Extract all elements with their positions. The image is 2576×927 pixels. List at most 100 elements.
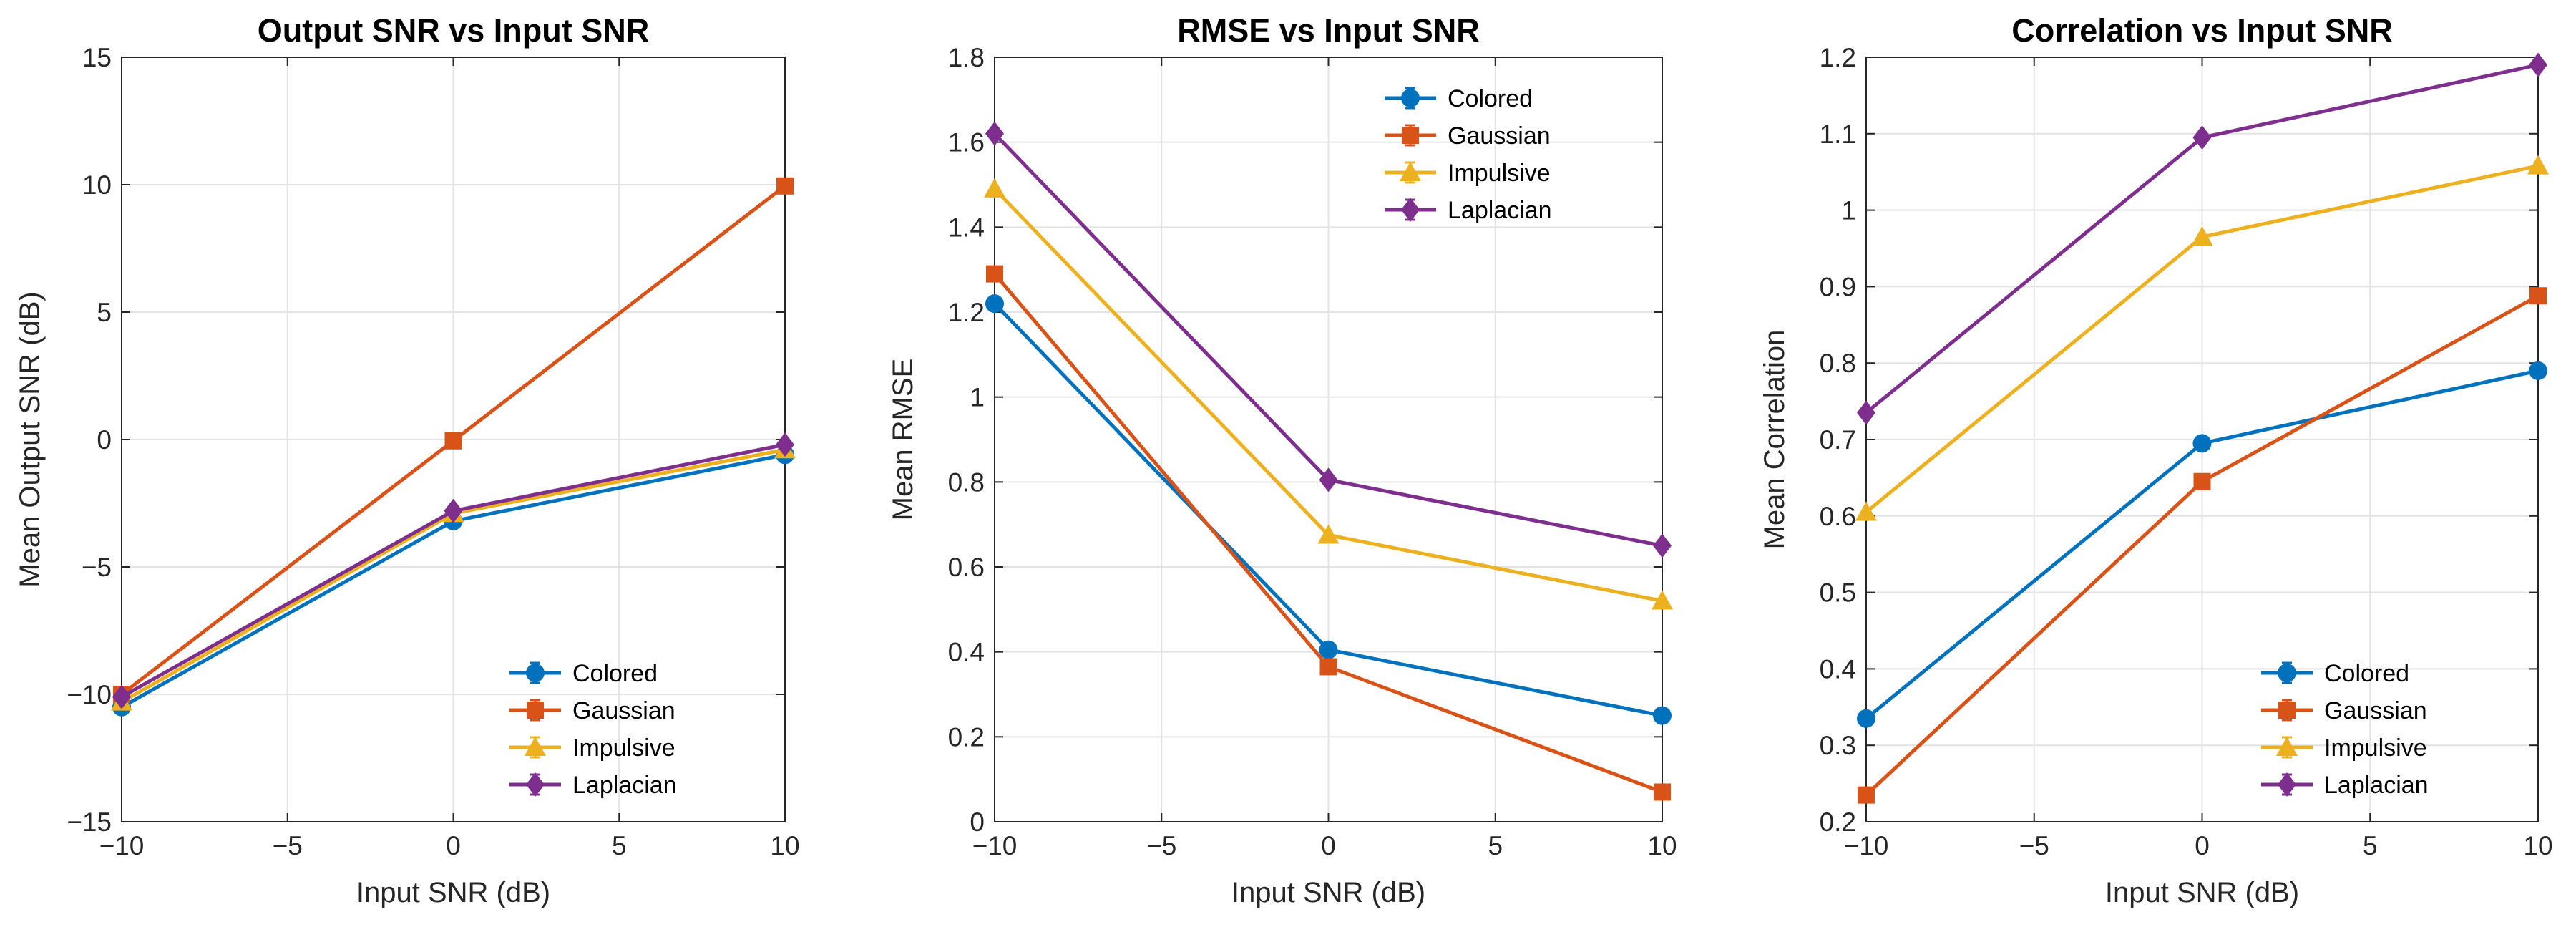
legend-label: Colored	[572, 660, 658, 687]
legend-item-colored: Colored	[509, 660, 658, 687]
legend-item-laplacian: Laplacian	[1385, 197, 1552, 224]
legend-marker	[1401, 198, 1420, 222]
x-tick-label: −10	[972, 831, 1018, 860]
x-axis-label: Input SNR (dB)	[2105, 877, 2299, 908]
y-tick-label: 1.2	[948, 298, 985, 327]
data-point	[1319, 467, 1338, 492]
x-tick-label: 0	[1321, 831, 1336, 860]
chart-title: Output SNR vs Input SNR	[258, 12, 649, 49]
data-point	[776, 177, 794, 195]
y-tick-label: 1.1	[1820, 120, 1856, 149]
legend-marker	[526, 664, 545, 682]
legend-label: Colored	[1448, 85, 1533, 112]
data-point	[985, 121, 1004, 146]
legend-marker	[2278, 772, 2296, 797]
y-tick-label: −5	[82, 553, 112, 582]
data-point	[1858, 786, 1875, 804]
legend-label: Impulsive	[2324, 734, 2427, 762]
y-tick-label: 0.3	[1820, 731, 1856, 760]
data-point	[1319, 640, 1338, 659]
y-tick-label: 0.2	[948, 722, 985, 752]
x-tick-label: 0	[446, 831, 461, 860]
chart-panel-3: −10 −5 0 5 10 0.2 0.3 0.4 0.5 0.6 0.7 0.8 0.9 1 1.1 1.2…	[1759, 12, 2553, 908]
legend-label: Impulsive	[572, 734, 675, 762]
x-tick-label: −10	[99, 831, 145, 860]
legend-item-impulsive: Impulsive	[509, 734, 675, 762]
data-point	[776, 432, 794, 457]
y-tick-label: 10	[82, 170, 112, 200]
legend-label: Laplacian	[2324, 772, 2429, 799]
x-tick-label: −5	[1146, 831, 1176, 860]
series-colored	[985, 294, 1672, 725]
y-tick-label: 0.8	[1820, 349, 1856, 378]
legend-label: Gaussian	[1448, 122, 1551, 150]
series-laplacian	[1857, 52, 2547, 425]
series-laplacian	[985, 121, 1672, 558]
series-gaussian	[986, 265, 1671, 801]
y-axis-label: Mean RMSE	[887, 359, 919, 521]
legend-item-colored: Colored	[2261, 660, 2409, 687]
legend-label: Gaussian	[2324, 697, 2427, 724]
x-axis-label: Input SNR (dB)	[1231, 877, 1425, 908]
legend-label: Laplacian	[1448, 197, 1552, 224]
y-axis-label: Mean Correlation	[1759, 330, 1790, 550]
legend-marker	[1402, 127, 1419, 144]
y-tick-label: 0	[970, 807, 985, 837]
legend-label: Gaussian	[572, 697, 675, 724]
x-tick-label: 10	[1647, 831, 1677, 860]
data-point	[2527, 155, 2549, 175]
y-tick-label: 0.6	[1820, 502, 1856, 531]
data-point	[2529, 52, 2547, 77]
series-impulsive	[984, 178, 1673, 610]
x-tick-label: 5	[1488, 831, 1503, 860]
x-tick-label: −5	[2019, 831, 2049, 860]
legend-item-gaussian: Gaussian	[1385, 122, 1551, 150]
data-point	[1653, 533, 1672, 558]
legend: Colored Gaussian Impulsive Laplacian	[509, 660, 677, 799]
y-tick-label: 1	[970, 383, 985, 412]
x-axis-label: Input SNR (dB)	[356, 877, 550, 908]
chart-title: RMSE vs Input SNR	[1177, 12, 1480, 49]
legend-item-gaussian: Gaussian	[2261, 697, 2427, 724]
x-tick-label: −10	[1844, 831, 1889, 860]
data-point	[1857, 709, 1875, 728]
legend-marker	[2276, 737, 2298, 756]
legend-marker	[2278, 664, 2296, 682]
data-point	[1653, 706, 1672, 725]
series-laplacian	[112, 432, 794, 709]
data-point	[2191, 225, 2213, 246]
y-tick-label: −10	[67, 680, 112, 709]
series-impulsive	[1855, 155, 2549, 521]
chart-panel-2: −10 −5 0 5 10 0 0.2 0.4 0.6 0.8 1 1.2 1.4 1.6 1.8 RMSE …	[887, 12, 1677, 908]
data-point	[444, 498, 463, 523]
x-tick-label: 10	[770, 831, 799, 860]
y-tick-label: 0.2	[1820, 807, 1856, 837]
x-tick-label: −5	[273, 831, 303, 860]
y-tick-label: 0.7	[1820, 425, 1856, 455]
legend: Colored Gaussian Impulsive Laplacian	[2261, 660, 2429, 799]
y-tick-label: 1.6	[948, 128, 985, 157]
y-tick-label: 0.6	[948, 553, 985, 582]
y-tick-label: 1.8	[948, 43, 985, 72]
data-point	[984, 178, 1005, 198]
series-colored	[1857, 361, 2547, 728]
data-point	[1654, 783, 1671, 801]
legend-item-laplacian: Laplacian	[2261, 772, 2429, 799]
data-point	[444, 432, 462, 450]
y-axis-label: Mean Output SNR (dB)	[14, 291, 46, 588]
y-tick-label: 0.9	[1820, 272, 1856, 301]
y-tick-label: 1.4	[948, 213, 985, 242]
y-tick-label: 0.4	[1820, 654, 1856, 684]
series-gaussian	[1858, 287, 2547, 804]
data-point	[1652, 590, 1673, 610]
x-tick-label: 0	[2195, 831, 2210, 860]
y-tick-label: 0.5	[1820, 578, 1856, 608]
chart-title: Correlation vs Input SNR	[2011, 12, 2393, 49]
legend-label: Colored	[2324, 660, 2409, 687]
legend-item-impulsive: Impulsive	[1385, 160, 1551, 187]
data-point	[2193, 472, 2211, 490]
legend-label: Laplacian	[572, 772, 677, 799]
x-tick-label: 10	[2523, 831, 2552, 860]
data-point	[1857, 400, 1875, 425]
data-point	[2529, 361, 2547, 380]
